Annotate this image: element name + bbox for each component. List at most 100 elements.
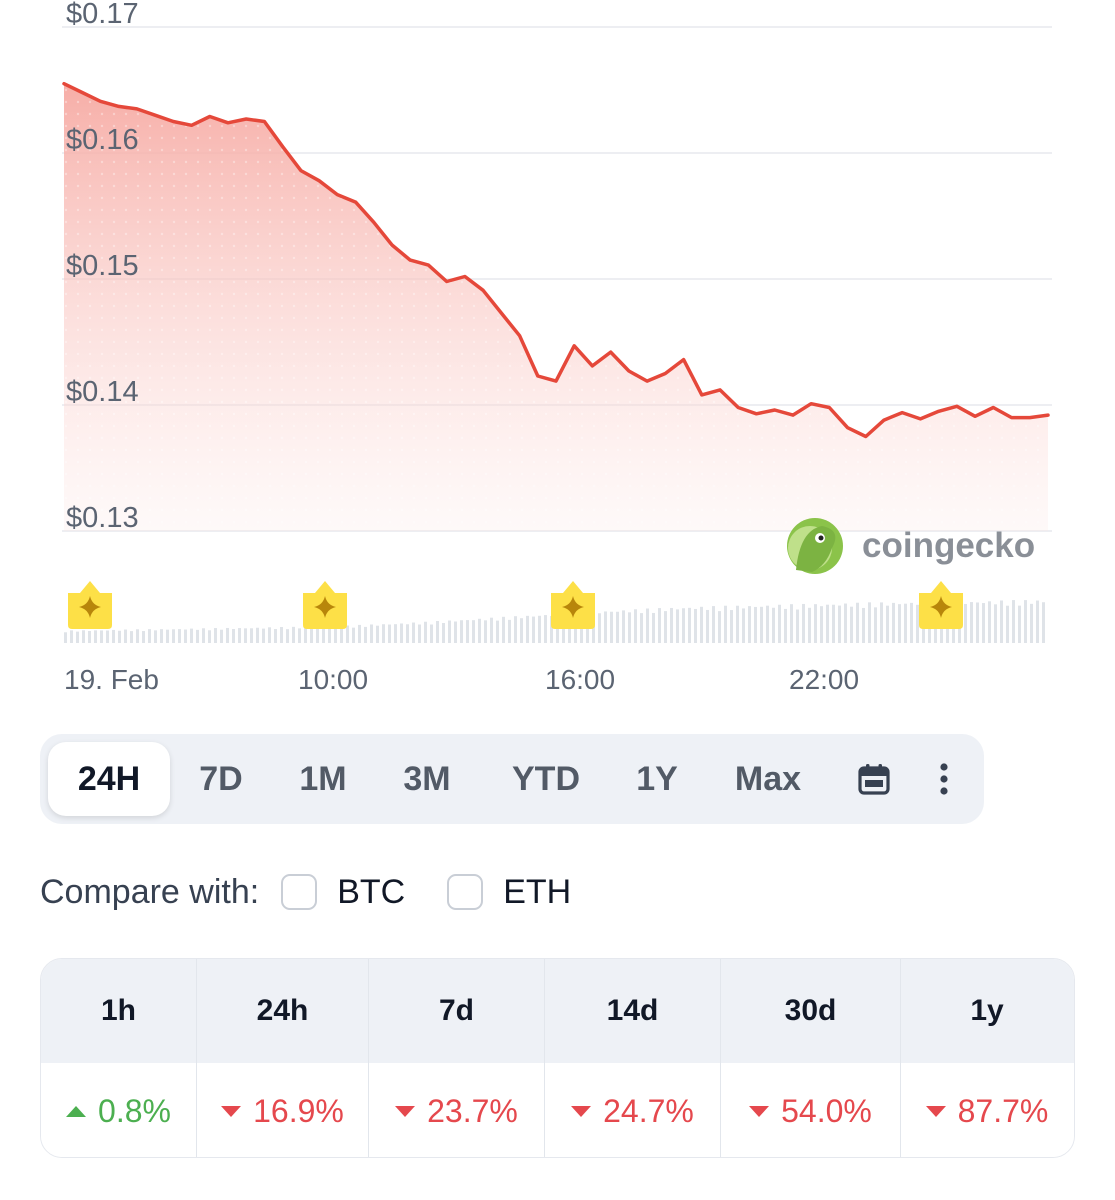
volume-bar xyxy=(760,606,763,643)
volume-bar xyxy=(286,629,289,643)
volume-bar xyxy=(856,602,859,643)
volume-bar xyxy=(316,627,319,643)
volume-bar xyxy=(610,611,613,643)
volume-bar xyxy=(478,618,481,643)
volume-bar xyxy=(634,609,637,643)
range-tab-1m[interactable]: 1M xyxy=(299,759,347,798)
price-chart[interactable]: $0.17 $0.16 $0.15 $0.14 $0.13 19. Feb 10:00 16… xyxy=(0,0,1115,720)
calendar-icon[interactable] xyxy=(834,742,914,816)
price-change-value-14d: 24.7% xyxy=(545,1063,721,1157)
volume-bar xyxy=(898,604,901,643)
price-change-value-24h: 16.9% xyxy=(197,1063,369,1157)
volume-bar xyxy=(106,630,109,643)
volume-bar xyxy=(688,607,691,643)
volume-bar xyxy=(1024,600,1027,643)
volume-bar xyxy=(448,620,451,643)
coingecko-logo-text: coingecko xyxy=(862,526,1035,565)
event-marker-icon[interactable] xyxy=(303,581,347,629)
volume-bar xyxy=(736,605,739,643)
volume-bar xyxy=(694,608,697,643)
volume-bar xyxy=(964,603,967,643)
volume-bar xyxy=(1030,603,1033,643)
volume-bar xyxy=(706,609,709,643)
volume-bar xyxy=(616,611,619,643)
x-tick-label: 19. Feb xyxy=(64,664,159,695)
volume-bar xyxy=(712,606,715,643)
volume-bar xyxy=(1012,600,1015,643)
price-change-header-1y: 1y xyxy=(970,994,1004,1027)
price-line[interactable] xyxy=(62,81,1050,439)
volume-bar xyxy=(754,606,757,643)
volume-bar xyxy=(832,604,835,643)
volume-bar xyxy=(358,624,361,643)
range-tab-1y[interactable]: 1Y xyxy=(636,759,678,798)
compare-btc-checkbox[interactable] xyxy=(281,874,318,910)
volume-bar xyxy=(214,628,217,643)
volume-bar xyxy=(640,613,643,643)
volume-bar xyxy=(94,630,97,643)
volume-bar xyxy=(166,629,169,643)
event-marker-icon[interactable] xyxy=(68,581,112,629)
volume-bar xyxy=(538,615,541,643)
volume-bar xyxy=(202,628,205,643)
event-marker-icon[interactable] xyxy=(919,581,963,629)
volume-bar xyxy=(550,615,553,643)
x-tick-label: 16:00 xyxy=(545,664,615,695)
price-change-value-7d: 23.7% xyxy=(369,1063,545,1157)
volume-bar xyxy=(268,627,271,643)
volume-bar xyxy=(454,621,457,643)
compare-eth-checkbox[interactable] xyxy=(447,874,484,910)
event-marker-icon[interactable] xyxy=(551,581,595,629)
volume-bar xyxy=(64,632,67,643)
volume-bar xyxy=(682,608,685,643)
price-change-header-1h: 1h xyxy=(41,959,197,1063)
range-tab-max[interactable]: Max xyxy=(734,759,802,798)
volume-bar xyxy=(154,630,157,643)
volume-bar xyxy=(730,610,733,643)
volume-bar xyxy=(850,606,853,643)
price-change-table: 1h 24h 7d 14d 30d 1y 0.8% 16.9% 23.7% 24.7% 54.0%… xyxy=(40,958,1075,1158)
volume-bar xyxy=(1042,602,1045,643)
volume-bar xyxy=(718,611,721,643)
volume-bar xyxy=(598,613,601,643)
compare-btc-label[interactable]: BTC xyxy=(337,872,406,911)
volume-bar xyxy=(136,629,139,643)
volume-bar xyxy=(532,616,535,643)
price-change-percent: 24.7% xyxy=(603,1092,694,1129)
volume-bar xyxy=(196,629,199,643)
arrow-down-icon xyxy=(571,1105,592,1117)
volume-bar xyxy=(292,626,295,643)
volume-bar xyxy=(814,604,817,643)
volume-bar xyxy=(784,608,787,643)
volume-bar xyxy=(844,603,847,643)
volume-bar xyxy=(328,627,331,643)
compare-eth-label[interactable]: ETH xyxy=(503,872,572,911)
range-tab-24h[interactable]: 24H xyxy=(48,742,170,816)
price-change-header-row: 1h 24h 7d 14d 30d 1y xyxy=(41,959,1074,1063)
volume-bar xyxy=(394,624,397,643)
range-tab-ytd[interactable]: YTD xyxy=(512,759,580,798)
volume-bar xyxy=(808,607,811,643)
range-tab-7d[interactable]: 7D xyxy=(199,759,243,798)
time-range-selector: 24H 7D 1M 3M YTD 1Y Max xyxy=(40,734,984,824)
volume-bar xyxy=(160,629,163,643)
more-vertical-icon[interactable] xyxy=(914,742,974,816)
volume-bar xyxy=(280,627,283,643)
volume-bar xyxy=(130,631,133,643)
volume-bar xyxy=(742,608,745,643)
volume-bar xyxy=(490,617,493,643)
volume-bar xyxy=(652,612,655,643)
volume-bar xyxy=(772,607,775,643)
volume-bar xyxy=(304,626,307,643)
range-tab-3m[interactable]: 3M xyxy=(403,759,451,798)
volume-bar xyxy=(418,624,421,643)
volume-bar xyxy=(226,627,229,643)
volume-bar xyxy=(622,610,625,643)
volume-bar xyxy=(838,605,841,643)
volume-bar xyxy=(310,627,313,643)
volume-bar xyxy=(142,631,145,643)
price-change-header-30d: 30d xyxy=(721,959,901,1063)
volume-bar xyxy=(700,606,703,643)
volume-bar xyxy=(184,629,187,643)
volume-bar xyxy=(220,629,223,643)
